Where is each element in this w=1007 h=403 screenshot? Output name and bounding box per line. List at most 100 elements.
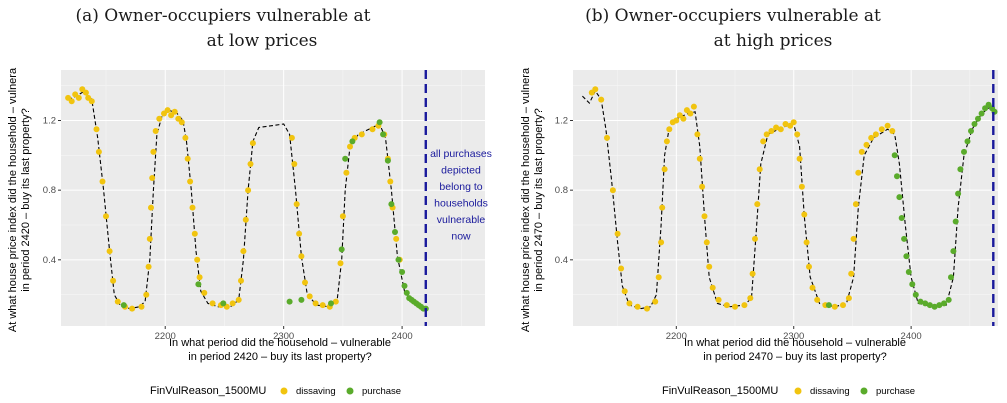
panel-a-xtick-label: 2200 bbox=[155, 331, 176, 342]
panel-b-point-purchase bbox=[941, 300, 947, 307]
panel-b-point-dissaving bbox=[723, 302, 730, 309]
panel-b-point-dissaving bbox=[831, 303, 838, 310]
panel-b-point-dissaving bbox=[768, 128, 775, 134]
panel-a-point-dissaving bbox=[293, 201, 300, 208]
panel-b-point-dissaving bbox=[741, 302, 748, 309]
panel-a-point-dissaving bbox=[238, 277, 244, 284]
panel-a-xtick-label: 2300 bbox=[273, 331, 294, 342]
panel-b-point-dissaving bbox=[663, 138, 670, 145]
panel-a-point-dissaving bbox=[129, 305, 136, 312]
panel-a-point-purchase bbox=[401, 282, 408, 289]
panel-a-point-dissaving bbox=[182, 134, 189, 141]
panel-a-point-purchase bbox=[395, 256, 402, 263]
panel-a-point-dissaving bbox=[201, 289, 208, 296]
panel-b-point-dissaving bbox=[666, 126, 673, 133]
panel-b-point-dissaving bbox=[644, 305, 650, 312]
panel-b-point-purchase bbox=[926, 302, 933, 309]
panel-b-point-dissaving bbox=[872, 131, 879, 138]
panel-b-point-dissaving bbox=[659, 204, 666, 211]
panel-a-point-purchase bbox=[392, 229, 398, 235]
panel-b-xlabel-line2: in period 2470 – buy its last property? bbox=[703, 351, 886, 363]
panel-b-xtick-label: 2200 bbox=[666, 331, 687, 342]
panel-b-point-purchase bbox=[917, 298, 924, 305]
panel-b-point-purchase bbox=[903, 253, 910, 260]
panel-b-background bbox=[573, 70, 998, 326]
panel-a-legend: FinVulReason_1500MU dissaving purchase bbox=[150, 385, 401, 397]
panel-a-point-dissaving bbox=[288, 134, 295, 141]
panel-b-point-dissaving bbox=[782, 121, 789, 127]
panel-a-annotation-line: households bbox=[434, 198, 488, 210]
panel-a-background bbox=[61, 70, 485, 326]
panel-b-point-dissaving bbox=[754, 201, 761, 208]
legend-a-dissaving-label: dissaving bbox=[296, 386, 336, 397]
panel-a-point-dissaving bbox=[88, 98, 95, 105]
panel-a-point-dissaving bbox=[149, 175, 156, 181]
panel-a-point-dissaving bbox=[332, 298, 339, 305]
panel-a-point-dissaving bbox=[156, 115, 163, 122]
panel-b-point-dissaving bbox=[840, 302, 846, 309]
panel-b-point-dissaving bbox=[618, 265, 625, 272]
panel-b-point-dissaving bbox=[773, 124, 780, 131]
panel-a-point-dissaving bbox=[95, 148, 102, 155]
panel-b-point-purchase bbox=[950, 248, 957, 255]
panel-b-point-dissaving bbox=[696, 155, 703, 162]
panel-a-point-dissaving bbox=[194, 256, 201, 263]
panel-b-point-dissaving bbox=[747, 295, 754, 302]
panel-a-point-dissaving bbox=[337, 260, 344, 267]
panel-a-annotation-line: belong to bbox=[439, 181, 482, 193]
panel-b-point-dissaving bbox=[614, 230, 621, 237]
panel-b-point-purchase bbox=[909, 281, 916, 288]
panel-a-point-dissaving bbox=[184, 155, 191, 162]
panel-a-ytick-label: 1.2 bbox=[43, 116, 56, 127]
panel-b-point-dissaving bbox=[680, 115, 687, 122]
panel-b-point-dissaving bbox=[858, 148, 865, 155]
panel-a-point-purchase bbox=[399, 269, 406, 275]
panel-b-point-purchase bbox=[948, 274, 954, 281]
panel-a-point-purchase bbox=[328, 300, 334, 307]
panel-a-point-purchase bbox=[338, 246, 345, 253]
panel-b-point-purchase bbox=[922, 300, 929, 307]
panel-a-title-line2: at low prices bbox=[207, 31, 318, 51]
panel-b-point-dissaving bbox=[621, 288, 628, 295]
panel-a-annotation-line: all purchases bbox=[430, 148, 492, 160]
panel-b-title-line2: at high prices bbox=[714, 31, 833, 51]
panel-b-point-purchase bbox=[952, 218, 959, 225]
legend-b-dissaving-key bbox=[794, 387, 802, 395]
panel-a-point-dissaving bbox=[242, 216, 249, 223]
panel-a-point-dissaving bbox=[306, 293, 313, 300]
panel-a-point-dissaving bbox=[143, 291, 150, 298]
panel-a-point-purchase bbox=[286, 298, 293, 305]
panel-b-point-purchase bbox=[825, 302, 832, 309]
panel-a-point-dissaving bbox=[99, 178, 106, 185]
panel-a-point-purchase bbox=[220, 300, 227, 307]
panel-b-point-dissaving bbox=[598, 96, 605, 103]
panel-b-point-dissaving bbox=[673, 117, 680, 124]
panel-b-point-dissaving bbox=[752, 235, 758, 242]
panel-a-point-dissaving bbox=[75, 94, 82, 101]
panel-a-ylabel-line1: At what house price index did the househ… bbox=[7, 67, 19, 332]
legend-b-purchase-key bbox=[860, 387, 868, 395]
panel-b-point-dissaving bbox=[609, 187, 616, 194]
panel-b-point-dissaving bbox=[706, 263, 713, 270]
panel-a-point-purchase bbox=[388, 201, 395, 208]
panel-b-point-purchase bbox=[912, 291, 919, 298]
panel-a-annotation-line: now bbox=[451, 231, 471, 243]
panel-a-ytick-label: 0.8 bbox=[43, 185, 56, 196]
panel-a-point-purchase bbox=[349, 138, 356, 145]
panel-a-point-dissaving bbox=[82, 89, 89, 96]
panel-a-point-dissaving bbox=[347, 143, 353, 150]
panel-a-point-purchase bbox=[195, 281, 202, 288]
panel-a-point-dissaving bbox=[93, 126, 100, 133]
panel-b-point-purchase bbox=[936, 302, 943, 309]
panel-b-point-dissaving bbox=[749, 270, 756, 277]
legend-a-title: FinVulReason_1500MU bbox=[150, 385, 266, 397]
panel-b-point-dissaving bbox=[652, 298, 659, 305]
panel-b-point-dissaving bbox=[852, 201, 859, 208]
panel-b-point-dissaving bbox=[878, 126, 885, 133]
panel-b-point-dissaving bbox=[626, 300, 633, 307]
panel-b-xtick-label: 2300 bbox=[783, 331, 804, 342]
panel-b-point-purchase bbox=[898, 215, 905, 221]
panel-b-point-dissaving bbox=[655, 274, 662, 281]
panel-b-plot: 2200 2300 2400 0.4 0.8 1.2 bbox=[555, 70, 998, 342]
panel-b-point-purchase bbox=[957, 166, 964, 173]
